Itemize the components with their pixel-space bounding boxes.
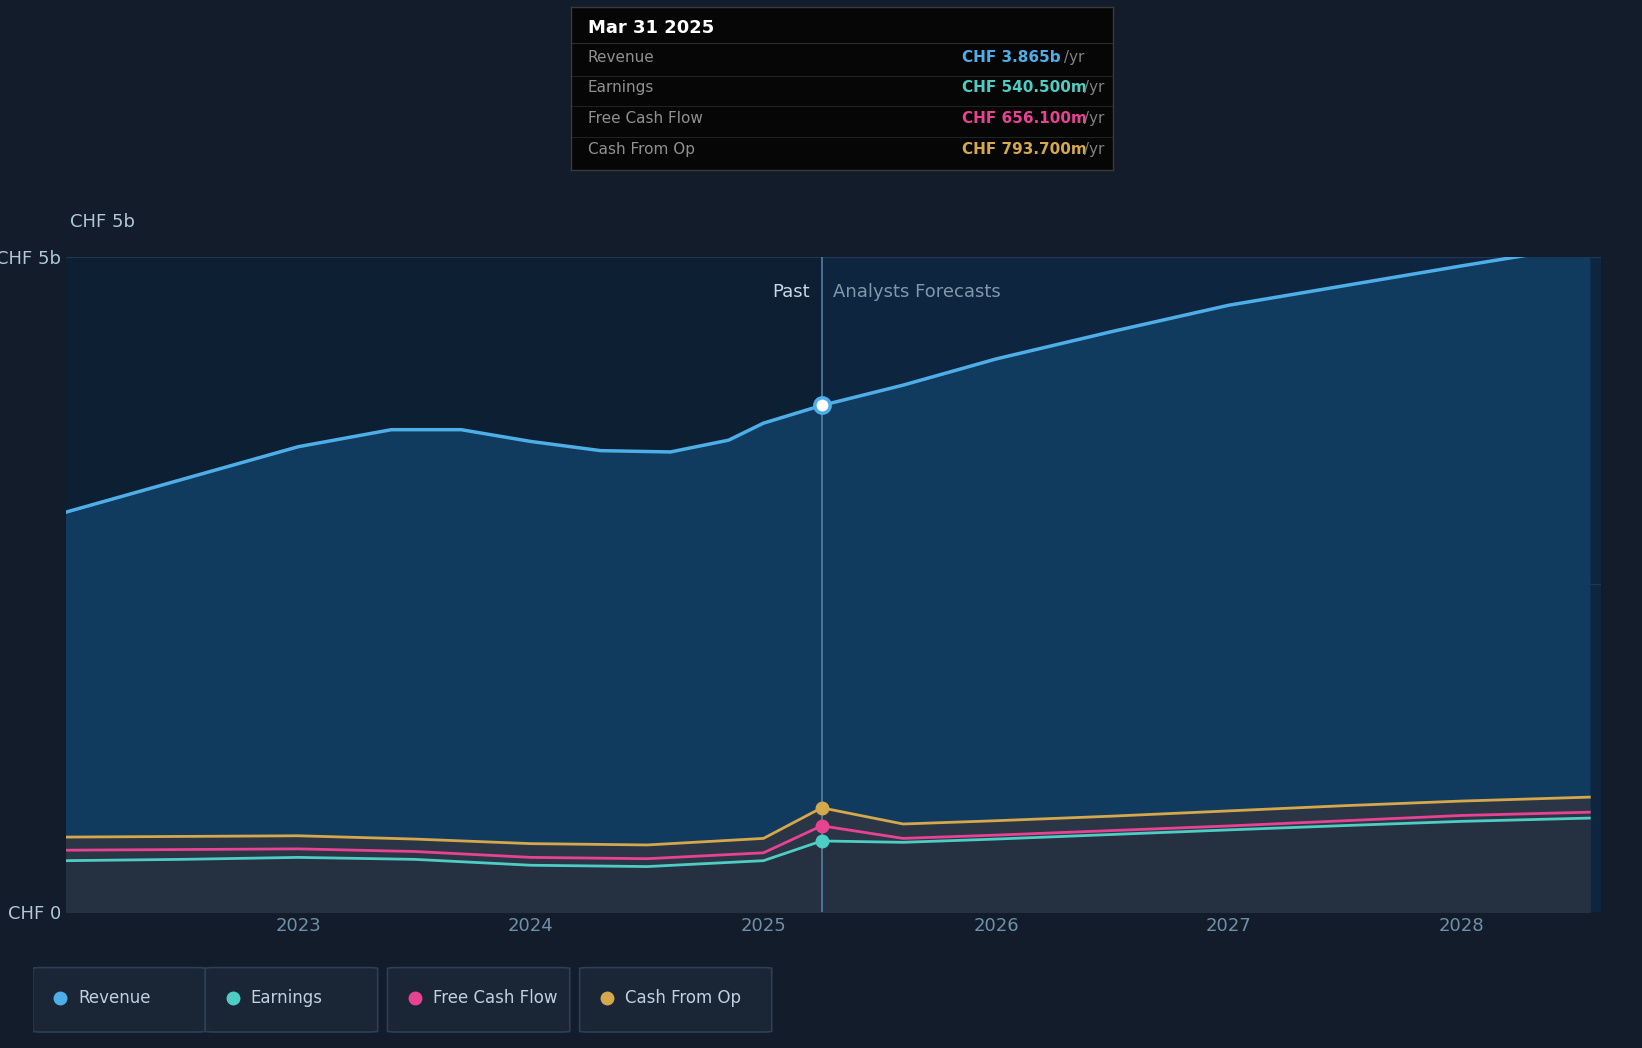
Text: Earnings: Earnings (588, 81, 654, 95)
Text: CHF 540.500m: CHF 540.500m (962, 81, 1087, 95)
Text: Free Cash Flow: Free Cash Flow (433, 989, 557, 1007)
Text: /yr: /yr (1059, 49, 1084, 65)
Bar (66, 257, 821, 912)
Text: Earnings: Earnings (251, 989, 322, 1007)
Text: CHF 5b: CHF 5b (71, 213, 135, 231)
FancyBboxPatch shape (388, 967, 570, 1032)
Text: Cash From Op: Cash From Op (626, 989, 741, 1007)
Text: Revenue: Revenue (588, 49, 655, 65)
Text: Cash From Op: Cash From Op (588, 143, 695, 157)
Text: CHF 793.700m: CHF 793.700m (962, 143, 1087, 157)
Text: /yr: /yr (1079, 81, 1103, 95)
FancyBboxPatch shape (205, 967, 378, 1032)
Text: CHF 656.100m: CHF 656.100m (962, 111, 1087, 127)
Text: /yr: /yr (1079, 143, 1103, 157)
Text: /yr: /yr (1079, 111, 1103, 127)
Text: Past: Past (772, 283, 810, 301)
Text: Free Cash Flow: Free Cash Flow (588, 111, 703, 127)
Text: Mar 31 2025: Mar 31 2025 (588, 19, 714, 37)
Bar (821, 257, 1601, 912)
FancyBboxPatch shape (33, 967, 205, 1032)
Text: Revenue: Revenue (79, 989, 151, 1007)
Text: Analysts Forecasts: Analysts Forecasts (834, 283, 1002, 301)
Text: CHF 3.865b: CHF 3.865b (962, 49, 1061, 65)
FancyBboxPatch shape (580, 967, 772, 1032)
